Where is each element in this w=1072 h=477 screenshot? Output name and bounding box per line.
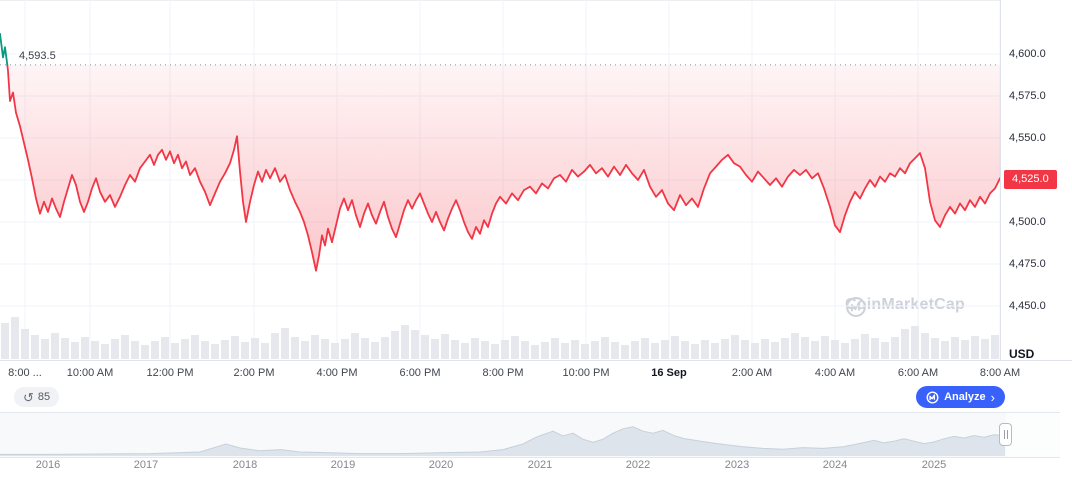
- year-tick-label: 2018: [232, 459, 258, 471]
- navigator-svg[interactable]: [0, 413, 1060, 457]
- coinmarketcap-logo-icon: [926, 391, 939, 403]
- time-tick-label: 4:00 PM: [316, 367, 358, 379]
- navigator-area: [0, 426, 1005, 456]
- history-icon: ↺: [23, 389, 34, 405]
- chevron-right-icon: ›: [990, 389, 995, 405]
- price-area-fill: [0, 64, 1000, 271]
- navigator-line: [0, 426, 1006, 455]
- current-price-badge: 4,525.0: [1004, 170, 1057, 189]
- time-tick-label: 8:00 PM: [482, 367, 524, 379]
- time-tick-label: 6:00 PM: [399, 367, 441, 379]
- coinmarketcap-logo-icon: [846, 297, 866, 317]
- year-tick-label: 2019: [330, 459, 356, 471]
- price-tick-label: 4,475.0: [1009, 258, 1046, 270]
- baseline-price-label: 4,593.5: [16, 50, 59, 62]
- time-tick-label: 16 Sep: [651, 367, 687, 379]
- price-tick-label: 4,600.0: [1009, 48, 1046, 60]
- time-tick-label: 10:00 AM: [66, 367, 114, 379]
- currency-unit-label: USD: [1009, 347, 1035, 361]
- analyze-button[interactable]: Analyze ›: [916, 386, 1005, 408]
- year-tick-label: 2025: [921, 459, 947, 471]
- year-tick-label: 2022: [625, 459, 651, 471]
- volume-bars: [1, 317, 999, 359]
- price-tick-label: 4,575.0: [1009, 90, 1046, 102]
- history-count-button[interactable]: ↺ 85: [14, 387, 60, 407]
- time-tick-label: 4:00 AM: [814, 367, 856, 379]
- price-line-above-baseline: [0, 32, 9, 66]
- year-tick-label: 2021: [527, 459, 553, 471]
- price-axis[interactable]: 4,525.0 USD 4,600.0 4,575.0 4,550.0 4,500.0…: [1000, 0, 1072, 361]
- time-tick-label: 8:00 AM: [979, 367, 1021, 379]
- coinmarketcap-watermark: CoinMarketCap: [845, 296, 965, 317]
- year-tick-label: 2024: [822, 459, 848, 471]
- year-tick-label: 2020: [428, 459, 454, 471]
- analyze-button-label: Analyze: [944, 391, 986, 403]
- handle-grip-bar: [1003, 430, 1005, 439]
- date-range-navigator[interactable]: [0, 412, 1060, 458]
- time-tick-label: 10:00 PM: [562, 367, 610, 379]
- year-tick-label: 2017: [133, 459, 159, 471]
- price-tick-label: 4,550.0: [1009, 132, 1046, 144]
- handle-grip-bar: [1006, 430, 1008, 439]
- history-count: 85: [37, 391, 51, 403]
- time-tick-label: 2:00 PM: [233, 367, 275, 379]
- year-tick-label: 2023: [724, 459, 750, 471]
- navigator-unselected-region: [1006, 413, 1060, 457]
- price-chart-svg[interactable]: [0, 0, 1000, 360]
- time-tick-label: 12:00 PM: [146, 367, 194, 379]
- price-line-below-baseline: [6, 64, 1000, 272]
- price-tick-label: 4,500.0: [1009, 216, 1046, 228]
- navigator-year-axis: 2016 2017 2018 2019 2020 2021 2022 2023 2024 2025: [0, 456, 1072, 477]
- year-tick-label: 2016: [35, 459, 61, 471]
- time-tick-label: 8:00 ...: [8, 367, 42, 379]
- navigator-right-handle[interactable]: [999, 423, 1012, 446]
- top-border: [0, 0, 1072, 1]
- time-tick-label: 6:00 AM: [897, 367, 939, 379]
- time-axis[interactable]: 8:00 ... 10:00 AM 12:00 PM 2:00 PM 4:00 PM 6:…: [0, 361, 1072, 386]
- price-tick-label: 4,450.0: [1009, 300, 1046, 312]
- time-tick-label: 2:00 AM: [731, 367, 773, 379]
- watermark-text: CoinMarketCap: [845, 296, 965, 313]
- chart-plot-area[interactable]: CoinMarketCap 4,593.5: [0, 0, 1000, 360]
- time-axis-separator: [0, 360, 1072, 361]
- chart-toolbar-row: ↺ 85 Analyze ›: [0, 386, 1072, 411]
